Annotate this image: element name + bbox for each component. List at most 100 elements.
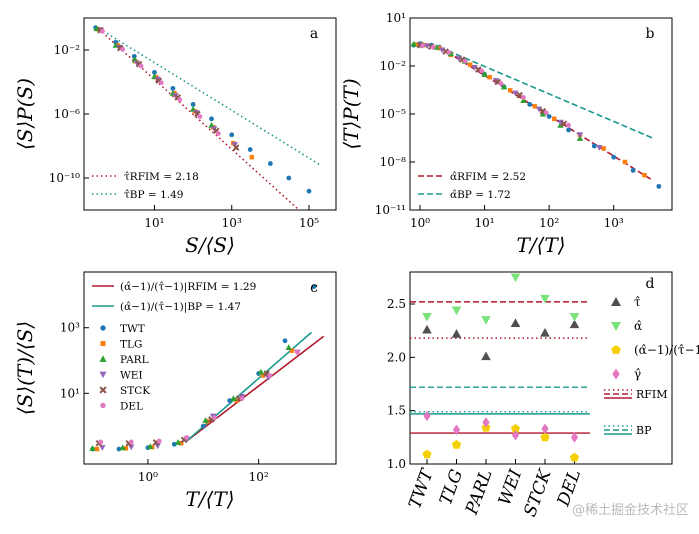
legend: τ̂ α̂ (α̂−1)/(τ̂−1) γ̂ RFIM BP (604, 295, 699, 437)
data-point (123, 446, 129, 451)
series-(α̂−1)/(τ̂−1) (422, 422, 580, 462)
data-point (498, 81, 504, 86)
data-point (566, 127, 571, 133)
legend-label: α̂BP = 1.72 (450, 189, 511, 201)
data-point (622, 159, 628, 165)
data-point (285, 344, 292, 351)
data-point (576, 132, 584, 139)
data-point (511, 429, 520, 441)
legend-label: (α̂−1)/(τ̂−1)|RFIM = 1.29 (120, 281, 256, 294)
legend-marker-wei (99, 371, 107, 379)
legend: (α̂−1)/(τ̂−1)|RFIM = 1.29 (α̂−1)/(τ̂−1)|B… (92, 281, 256, 413)
panel-b: 10⁰ 10¹ 10² 10³ 10¹ 10⁻² 10⁻⁵ 10⁻⁸ 10⁻¹¹ T/⟨T⟩ ⟨T⟩… (339, 11, 673, 257)
fit-line-bp (95, 25, 322, 166)
series-parl (410, 40, 584, 141)
data-point (468, 62, 473, 67)
data-point (128, 444, 135, 451)
legend-label: (α̂−1)/(τ̂−1) (634, 343, 699, 357)
data-point (119, 444, 126, 451)
data-point (89, 445, 96, 451)
legend-marker (611, 345, 621, 354)
legend-label: TLG (120, 339, 142, 351)
legend-label: τ̂RFIM = 2.18 (124, 171, 199, 183)
data-point (311, 284, 317, 289)
x-tick-label: TWT (405, 465, 438, 511)
legend-label: PARL (120, 354, 149, 366)
data-point (539, 110, 547, 117)
data-point (446, 50, 452, 55)
y-tick-label: 10¹ (60, 386, 80, 400)
data-point (171, 441, 177, 447)
legend-marker-parl (99, 355, 107, 362)
data-point (289, 348, 295, 353)
x-tick-label: 10² (539, 216, 559, 230)
data-point (540, 294, 550, 304)
data-point (481, 351, 491, 361)
data-point (267, 161, 273, 166)
data-point (576, 135, 584, 141)
x-tick-label: TLG (436, 467, 467, 508)
data-point (512, 90, 519, 97)
data-point (540, 432, 550, 442)
data-point (479, 68, 485, 74)
data-point (422, 42, 428, 48)
data-point (209, 116, 214, 122)
data-point (257, 368, 265, 375)
data-point (133, 60, 141, 67)
x-tick-label: 10⁰ (138, 470, 158, 484)
data-point (215, 131, 221, 136)
x-tick-label: 10³ (222, 216, 242, 230)
y-tick-label: 10⁻² (380, 59, 407, 73)
data-point (230, 395, 237, 401)
data-point (451, 306, 462, 316)
x-tick-label: PARL (462, 467, 497, 518)
data-point (510, 424, 521, 433)
y-tick-label: 10⁻⁵ (380, 107, 407, 121)
legend-marker (611, 322, 621, 331)
y-tick-label: 10⁻¹⁰ (49, 171, 80, 185)
data-point (482, 417, 490, 428)
panel-c: 10⁰ 10² 10¹ 10³ T/⟨T⟩ ⟨S⟩(T)/⟨S⟩ c (α̂−1)/(τ̂−1… (13, 271, 337, 511)
x-tick-label: 10² (249, 470, 269, 484)
data-point (410, 40, 417, 47)
y-tick-label: 1.5 (387, 404, 406, 418)
data-point (197, 114, 203, 119)
data-point (138, 63, 144, 69)
data-point (158, 80, 164, 86)
data-point (540, 328, 550, 337)
data-point (93, 25, 100, 32)
legend-label: RFIM (636, 388, 668, 401)
plot-area (410, 40, 662, 189)
data-point (131, 53, 137, 59)
data-point (423, 410, 431, 422)
data-point (566, 122, 571, 128)
data-point (532, 104, 538, 109)
data-point (591, 143, 597, 149)
data-point (202, 417, 209, 423)
fit-line-bp (439, 46, 653, 139)
series-parl (89, 344, 292, 451)
x-tick-label: WEI (495, 467, 526, 508)
data-point (306, 188, 312, 194)
legend-label: WEI (120, 370, 143, 382)
data-point (128, 439, 134, 445)
series-α̂ (422, 273, 580, 325)
data-point (120, 46, 126, 52)
data-point (642, 172, 647, 178)
data-point (451, 440, 462, 449)
data-point (462, 58, 468, 64)
series-del (98, 349, 300, 445)
data-point (184, 435, 190, 440)
legend-marker-stck (99, 386, 107, 394)
y-axis-label: ⟨S⟩P(S) (13, 78, 37, 150)
data-point (249, 154, 255, 160)
y-tick-label: 10⁻⁸ (380, 155, 407, 169)
data-point (527, 101, 533, 107)
series-stck (416, 41, 568, 127)
data-point (481, 316, 491, 325)
data-point (232, 144, 240, 151)
series-twt (93, 25, 312, 194)
data-point (471, 64, 478, 71)
legend: τ̂RFIM = 2.18 τ̂BP = 1.49 (92, 171, 199, 201)
